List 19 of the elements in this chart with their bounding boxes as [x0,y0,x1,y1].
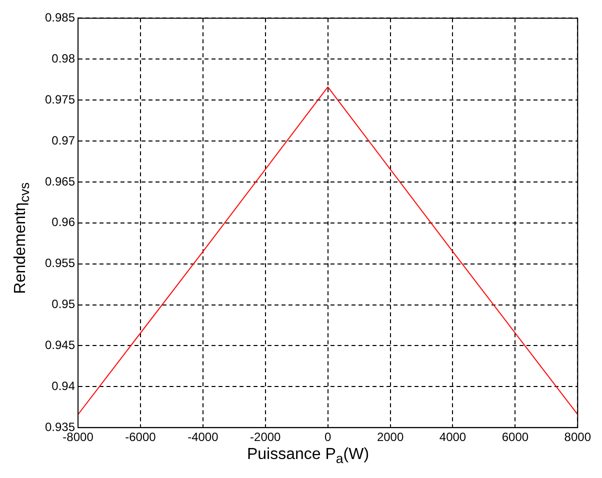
x-axis-title: Puissance P$_{a}$(W) [246,446,370,466]
x-tick-label: -4000 [188,430,219,444]
x-tick-label: 6000 [502,430,529,444]
x-tick-label: 4000 [439,430,466,444]
x-tick-label: 0 [324,430,332,444]
y-tick-label: 0.98 [52,51,76,66]
y-tick-label: 0.945 [45,338,76,352]
y-tick-label: 0.94 [52,378,76,393]
y-tick-label: 0.95 [52,297,76,312]
y-tick-label: 0.965 [45,174,76,188]
y-tick-label: 0.975 [45,92,76,106]
y-tick-label: 0.96 [52,215,76,230]
y-tick-label: 0.97 [52,133,76,148]
y-tick-label: 0.985 [45,10,76,25]
x-tick-label: 8000 [564,430,592,444]
x-tick-label: -2000 [250,430,282,444]
x-tick-label: 2000 [376,430,404,444]
y-tick-label: 0.955 [45,256,76,270]
x-tick-label: -6000 [125,430,156,444]
